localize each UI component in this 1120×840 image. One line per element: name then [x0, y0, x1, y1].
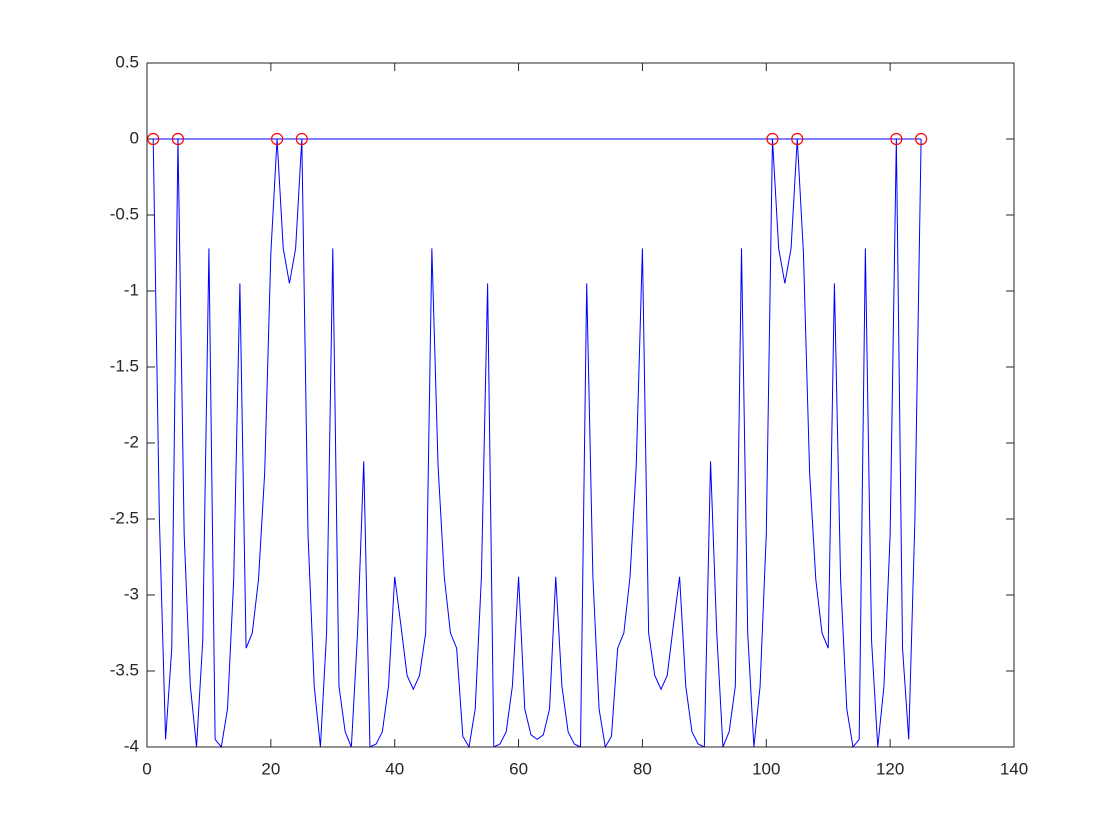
y-tick-label: 0 — [130, 128, 139, 147]
x-tick-label: 20 — [261, 759, 280, 778]
y-tick-label: -4 — [124, 736, 139, 755]
y-tick-label: -3 — [124, 584, 139, 603]
x-tick-label: 120 — [876, 759, 904, 778]
x-tick-label: 40 — [385, 759, 404, 778]
x-tick-label: 0 — [142, 759, 151, 778]
y-tick-label: -1 — [124, 280, 139, 299]
y-tick-label: -3.5 — [110, 660, 139, 679]
marker — [791, 132, 804, 146]
x-tick-label: 140 — [1000, 759, 1028, 778]
y-tick-label: -1.5 — [110, 356, 139, 375]
marker — [171, 132, 185, 146]
y-tick-label: -0.5 — [110, 204, 139, 223]
marker — [295, 132, 308, 146]
marker — [915, 132, 928, 146]
marker — [270, 132, 284, 146]
x-tick-label: 80 — [633, 759, 652, 778]
y-tick-label: -2.5 — [110, 508, 139, 527]
axes-box — [146, 62, 1015, 748]
marker — [766, 132, 779, 146]
x-tick-label: 100 — [752, 759, 780, 778]
y-tick-label: -2 — [124, 432, 139, 451]
x-tick-label: 60 — [509, 759, 528, 778]
y-tick-label: 0.5 — [115, 52, 139, 71]
marker — [147, 132, 160, 146]
marker — [890, 132, 903, 146]
data-line — [152, 138, 922, 749]
